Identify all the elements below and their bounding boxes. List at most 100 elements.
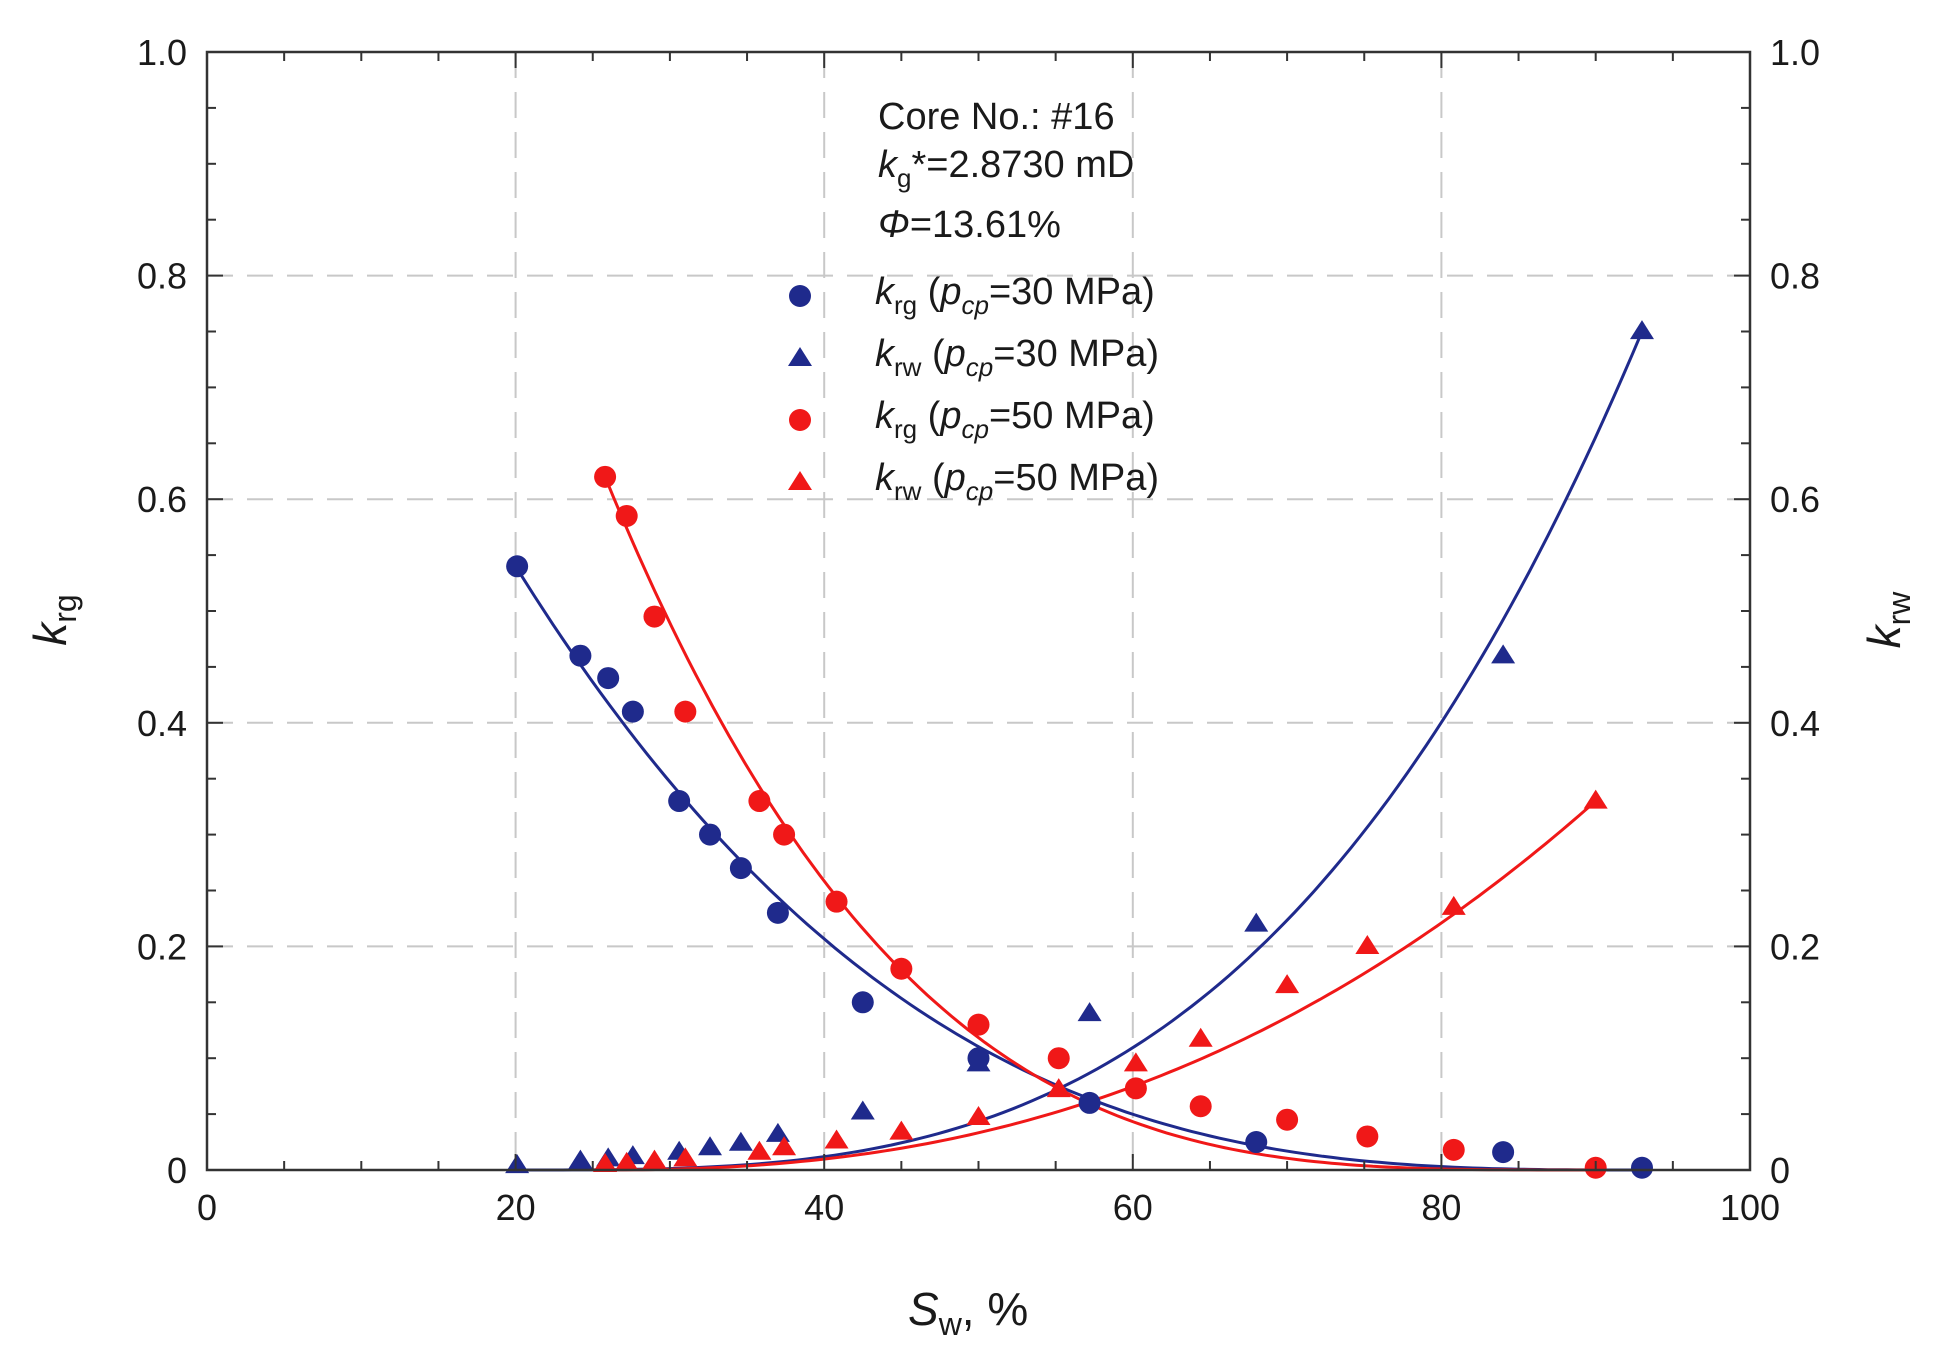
point-krg_30 <box>1630 1156 1653 1179</box>
point-krg_30 <box>597 667 620 690</box>
point-krw_50 <box>642 1149 667 1169</box>
point-krg_50 <box>748 790 771 813</box>
legend-entry-krw-50: krw (pcp=50 MPa) <box>875 457 1159 506</box>
point-krg_50 <box>825 890 848 913</box>
legend-entry-krg-50: krg (pcp=50 MPa) <box>875 395 1155 444</box>
point-krg_30 <box>668 790 691 813</box>
y-right-tick-label: 0.6 <box>1770 479 1820 520</box>
point-krw_50 <box>614 1151 639 1171</box>
point-krg_30 <box>1245 1131 1268 1154</box>
annotation-phi: Φ=13.61% <box>878 204 1061 246</box>
fit-curve-krg_50 <box>603 476 1596 1172</box>
point-krg_30 <box>621 700 644 723</box>
point-krw_50 <box>824 1129 849 1149</box>
y-left-tick-label: 0.6 <box>137 479 187 520</box>
point-krw_50 <box>673 1147 698 1167</box>
x-tick-label: 0 <box>197 1187 217 1228</box>
legend-marker-krg-50 <box>789 409 811 431</box>
point-krw_30 <box>1077 1002 1102 1022</box>
annotation: Core No.: #16 kg*=2.8730 mD Φ=13.61% <box>878 96 1134 246</box>
x-tick-label: 20 <box>496 1187 536 1228</box>
point-krg_50 <box>967 1013 990 1036</box>
y-left-tick-label: 0 <box>167 1150 187 1191</box>
y-left-tick-label: 1.0 <box>137 32 187 73</box>
point-krg_50 <box>890 957 913 980</box>
point-krw_30 <box>728 1131 753 1151</box>
point-krg_50 <box>643 605 666 628</box>
point-krw_30 <box>1244 912 1269 932</box>
point-krw_50 <box>1275 974 1300 994</box>
y-right-tick-label: 0.8 <box>1770 256 1820 297</box>
point-krw_50 <box>1441 895 1466 915</box>
point-krg_50 <box>674 700 697 723</box>
point-krw_30 <box>966 1052 991 1072</box>
y-left-tick-label: 0.2 <box>137 926 187 967</box>
annotation-kg-value: *=2.8730 mD <box>911 144 1134 186</box>
point-krg_30 <box>1492 1141 1515 1164</box>
x-axis-title: Sw, % <box>908 1283 1028 1342</box>
annotation-kg-main: k <box>878 144 899 186</box>
point-krw_30 <box>850 1100 875 1120</box>
annotation-kg: kg*=2.8730 mD <box>878 144 1134 193</box>
annotation-phi-symbol: Φ <box>878 204 910 246</box>
y-left-tick-label: 0.4 <box>137 703 187 744</box>
point-krw_50 <box>889 1120 914 1140</box>
point-krg_50 <box>1189 1095 1212 1118</box>
point-krg_30 <box>569 644 592 667</box>
x-tick-label: 80 <box>1421 1187 1461 1228</box>
point-krg_50 <box>1276 1108 1299 1131</box>
legend-marker-krg-30 <box>789 285 811 307</box>
fit-curve-krg_30 <box>514 565 1642 1172</box>
point-krg_50 <box>1442 1138 1465 1161</box>
point-krg_50 <box>594 465 617 488</box>
fit-curve-krw_50 <box>592 799 1597 1172</box>
y-right-tick-label: 1.0 <box>1770 32 1820 73</box>
x-tick-label: 40 <box>804 1187 844 1228</box>
point-krg_30 <box>1078 1091 1101 1114</box>
legend-marker-krw-30 <box>788 347 812 366</box>
data-points <box>505 320 1654 1179</box>
point-krw_50 <box>772 1136 797 1156</box>
point-krw_50 <box>966 1106 991 1126</box>
point-krw_50 <box>1583 789 1608 809</box>
point-krg_30 <box>699 823 722 846</box>
point-krw_30 <box>765 1122 790 1142</box>
point-krg_50 <box>1356 1125 1379 1148</box>
point-krw_50 <box>1123 1052 1148 1072</box>
point-krg_50 <box>1047 1047 1070 1070</box>
legend: krg (pcp=30 MPa) krw (pcp=30 MPa) krg (p… <box>788 271 1159 506</box>
point-krg_50 <box>615 504 638 527</box>
x-tick-label: 100 <box>1720 1187 1780 1228</box>
point-krg_50 <box>773 823 796 846</box>
legend-entry-krg-30: krg (pcp=30 MPa) <box>875 271 1155 320</box>
y-axis-left-title: krg <box>24 594 83 645</box>
point-krw_30 <box>505 1154 530 1174</box>
y-left-tick-label: 0.8 <box>137 256 187 297</box>
y-axis-right-title: krw <box>1858 591 1917 649</box>
annotation-phi-value: =13.61% <box>910 204 1061 246</box>
point-krw_30 <box>698 1136 723 1156</box>
point-krw_50 <box>1046 1078 1071 1098</box>
point-krg_30 <box>506 555 529 578</box>
point-krw_30 <box>1491 644 1516 664</box>
point-krg_30 <box>766 901 789 924</box>
y-right-tick-label: 0.4 <box>1770 703 1820 744</box>
annotation-core: Core No.: #16 <box>878 96 1115 138</box>
x-tick-label: 60 <box>1113 1187 1153 1228</box>
point-krw_50 <box>747 1140 772 1160</box>
point-krg_30 <box>851 991 874 1014</box>
legend-marker-krw-50 <box>788 471 812 490</box>
point-krw_30 <box>1629 320 1654 340</box>
y-right-tick-label: 0 <box>1770 1150 1790 1191</box>
grid-lines <box>207 52 1750 1170</box>
point-krw_50 <box>593 1153 618 1173</box>
axis-ticks: 0 20 40 60 80 10000.20.40.60.81.000.20.40.60.… <box>137 32 1820 1228</box>
annotation-kg-sub: g <box>897 163 911 193</box>
point-krw_50 <box>1355 935 1380 954</box>
point-krg_50 <box>1124 1077 1147 1100</box>
point-krg_30 <box>729 857 752 880</box>
point-krw_30 <box>568 1149 593 1169</box>
legend-entry-krw-30: krw (pcp=30 MPa) <box>875 333 1159 382</box>
point-krw_50 <box>1188 1027 1213 1047</box>
